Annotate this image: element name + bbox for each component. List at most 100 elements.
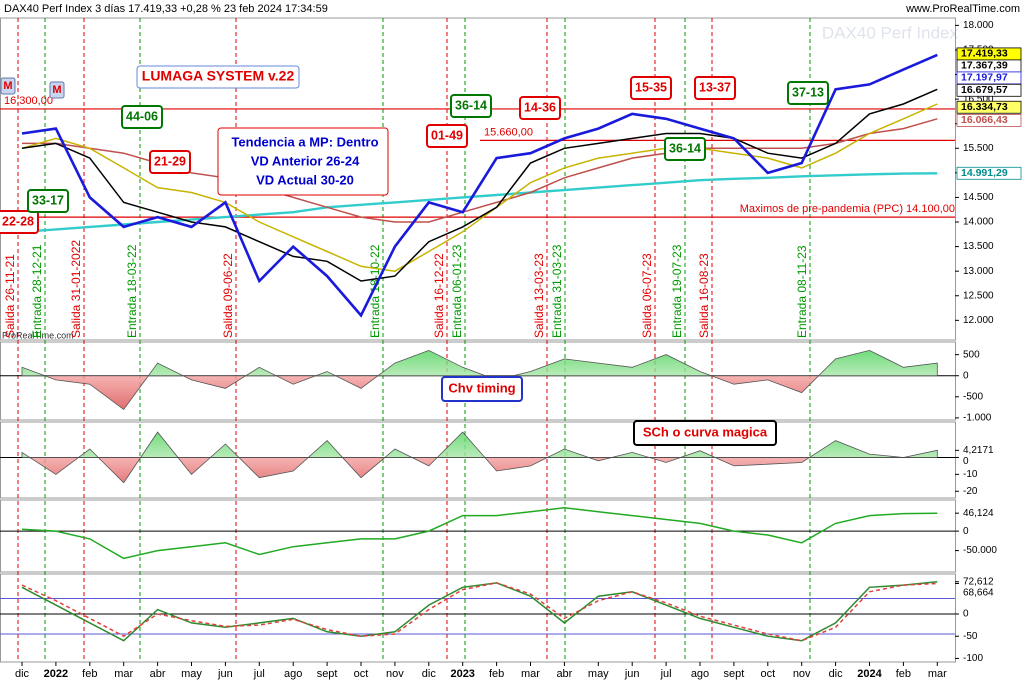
annotation-box xyxy=(217,127,389,196)
annotation-box xyxy=(136,65,300,89)
panel-frame xyxy=(0,17,956,341)
x-tick-label: 2023 xyxy=(450,668,474,680)
signal-label: Entrada 31-03-23 xyxy=(550,244,564,338)
y-tick-label: 15.500 xyxy=(963,143,994,154)
x-tick-label: may xyxy=(181,668,202,680)
chart-title: DAX40 Perf Index 3 días 17.419,33 +0,28 … xyxy=(4,3,328,15)
annotation: 15-35 xyxy=(635,80,667,94)
annotation-box xyxy=(450,94,492,118)
annotation-box xyxy=(426,124,468,148)
y-tick-label: 72,612 xyxy=(963,576,994,587)
annotation: VD Anterior 26-24 xyxy=(251,153,360,168)
annotation: 44-06 xyxy=(126,109,158,123)
annotation: 33-17 xyxy=(32,193,64,207)
x-tick-label: jun xyxy=(624,668,640,680)
x-tick-label: oct xyxy=(354,668,369,680)
x-tick-label: 2022 xyxy=(44,668,68,680)
y-tick-label: -50 xyxy=(963,631,978,642)
annotation: 01-49 xyxy=(431,128,463,142)
y-tick-label: 14.500 xyxy=(963,192,994,203)
price-tag: 14.991,29 xyxy=(961,167,1008,179)
signal-label: Salida 09-06-22 xyxy=(221,253,235,338)
series-line xyxy=(21,88,938,282)
y-tick-label: -1.000 xyxy=(963,413,992,424)
marker: M xyxy=(3,80,12,92)
area xyxy=(21,431,938,484)
panel-frame xyxy=(0,421,956,499)
annotation: 14-36 xyxy=(524,100,556,114)
y-tick-label: 13.500 xyxy=(963,241,994,252)
h-line-label: 16.300,00 xyxy=(4,95,53,107)
signal-label: Entrada 28-12-21 xyxy=(30,244,44,338)
x-tick-label: mar xyxy=(114,668,133,680)
annotation-box xyxy=(149,150,191,174)
annotation-box xyxy=(121,105,163,129)
y-tick-label: 14.000 xyxy=(963,217,994,228)
signal-label: Entrada 18-10-22 xyxy=(368,244,382,338)
credit: ProRealTime.com xyxy=(2,330,74,340)
series-line xyxy=(21,580,938,642)
h-line-label: Maximos de pre-pandemia (PPC) 14.100,00 xyxy=(740,203,955,215)
signal-label: Entrada 08-11-23 xyxy=(795,245,809,338)
y-tick-label: 16.500 xyxy=(963,94,994,105)
signal-label: Salida 31-01-2022 xyxy=(69,240,83,338)
price-tag: 17.419,33 xyxy=(961,48,1008,60)
x-tick-label: abr xyxy=(150,668,166,680)
annotation: 13-37 xyxy=(699,80,731,94)
annotation: 36-14 xyxy=(669,141,701,155)
x-tick-label: sept xyxy=(317,668,338,680)
signal-label: Salida 16-08-23 xyxy=(697,253,711,338)
x-tick-label: abr xyxy=(556,668,572,680)
marker: M xyxy=(52,84,61,96)
panel-frame xyxy=(0,499,956,573)
signal-label: Entrada 06-01-23 xyxy=(450,244,464,338)
panel-title: Chv timing xyxy=(448,380,515,395)
series-line xyxy=(21,53,938,318)
y-tick-label: 68,664 xyxy=(963,587,994,598)
price-tag: 17.367,39 xyxy=(961,60,1008,72)
price-tag: 17.197,97 xyxy=(961,72,1008,84)
y-tick-label: 18.000 xyxy=(963,20,994,31)
price-tag: 16.679,57 xyxy=(961,84,1008,96)
annotation-box xyxy=(630,76,672,100)
area xyxy=(21,349,938,411)
series-line xyxy=(21,582,938,642)
signal-label: Salida 06-07-23 xyxy=(640,253,654,338)
x-tick-label: feb xyxy=(489,668,504,680)
annotation: 21-29 xyxy=(154,154,186,168)
x-tick-label: nov xyxy=(793,668,811,680)
x-tick-label: sept xyxy=(724,668,745,680)
y-tick-label: -10 xyxy=(963,469,978,480)
x-tick-label: feb xyxy=(896,668,911,680)
signal-label: Entrada 19-07-23 xyxy=(670,244,684,338)
panel-title: SCh o curva magica xyxy=(643,424,768,439)
x-tick-label: nov xyxy=(386,668,404,680)
price-tag-box xyxy=(956,100,1022,114)
annotation: LUMAGA SYSTEM v.22 xyxy=(142,68,295,84)
x-tick-label: mar xyxy=(928,668,947,680)
price-tag: 16.334,73 xyxy=(961,101,1008,113)
annotation: 22-28 xyxy=(2,214,34,228)
x-tick-label: may xyxy=(588,668,609,680)
y-tick-label: 13.000 xyxy=(963,266,994,277)
annotation-box xyxy=(27,189,69,213)
x-tick-label: ago xyxy=(284,668,302,680)
h-line-label: 15.660,00 xyxy=(484,126,533,138)
annotation-box xyxy=(519,96,561,120)
price-tag-box xyxy=(956,83,1022,97)
x-tick-label: ago xyxy=(691,668,709,680)
x-tick-label: jul xyxy=(660,668,672,680)
annotation: VD Actual 30-20 xyxy=(256,172,354,187)
annotation-box xyxy=(664,137,706,161)
signal-label: Salida 26-11-21 xyxy=(3,254,17,338)
annotation-box xyxy=(633,420,777,446)
price-tag-box xyxy=(956,166,1022,180)
x-tick-label: dic xyxy=(15,668,30,680)
y-tick-label: -500 xyxy=(963,391,983,402)
x-tick-label: jun xyxy=(217,668,233,680)
x-tick-label: 2024 xyxy=(857,668,882,680)
x-tick-label: jul xyxy=(253,668,265,680)
series-line xyxy=(21,507,938,560)
annotation: 37-13 xyxy=(792,85,824,99)
